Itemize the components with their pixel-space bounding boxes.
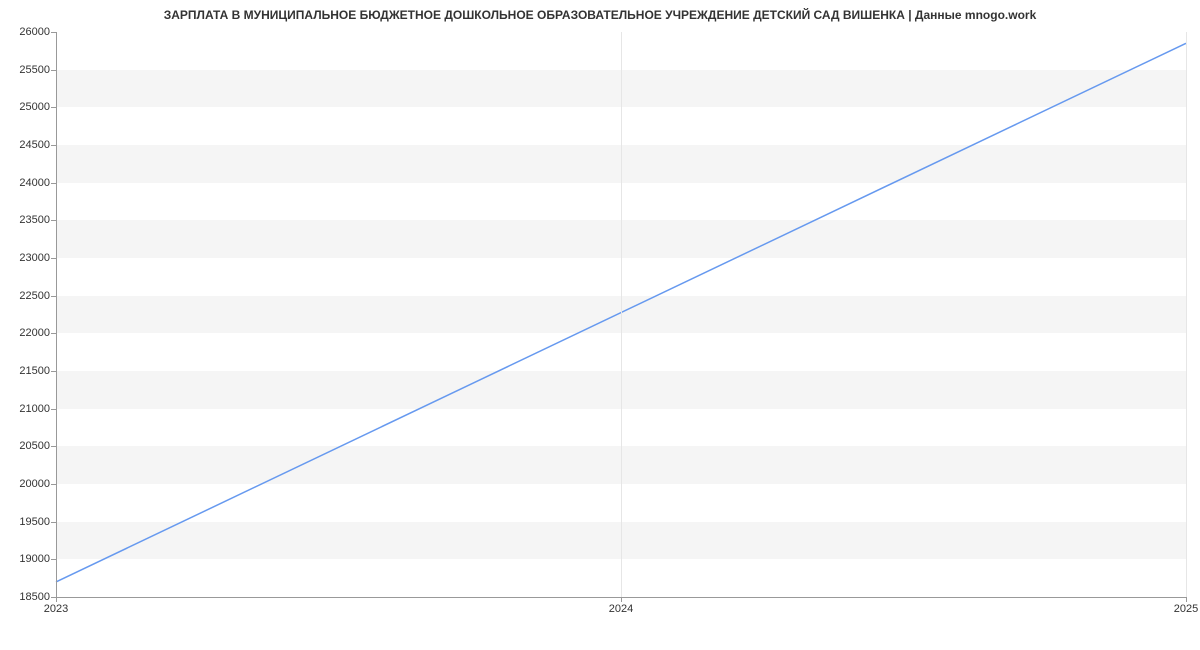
y-tick-label: 19500 [19, 516, 50, 528]
y-tick-label: 23000 [19, 252, 50, 264]
y-tick-label: 24000 [19, 177, 50, 189]
y-tick-label: 23500 [19, 214, 50, 226]
x-tick-label: 2023 [44, 603, 68, 615]
y-tick-label: 21000 [19, 403, 50, 415]
x-tick-label: 2025 [1174, 603, 1198, 615]
y-tick-label: 18500 [19, 591, 50, 603]
x-tick-mark [1186, 597, 1187, 602]
x-tick-label: 2024 [609, 603, 633, 615]
chart-title: ЗАРПЛАТА В МУНИЦИПАЛЬНОЕ БЮДЖЕТНОЕ ДОШКО… [0, 8, 1200, 22]
y-tick-label: 25500 [19, 64, 50, 76]
chart-container: ЗАРПЛАТА В МУНИЦИПАЛЬНОЕ БЮДЖЕТНОЕ ДОШКО… [0, 0, 1200, 650]
y-tick-label: 19000 [19, 553, 50, 565]
x-gridline [621, 32, 622, 597]
y-tick-label: 20000 [19, 478, 50, 490]
y-tick-label: 21500 [19, 365, 50, 377]
y-tick-label: 20500 [19, 440, 50, 452]
x-axis-line [56, 597, 1186, 598]
x-gridline [1186, 32, 1187, 597]
y-tick-label: 24500 [19, 139, 50, 151]
y-tick-label: 22000 [19, 327, 50, 339]
plot-area: 1850019000195002000020500210002150022000… [56, 32, 1186, 597]
y-tick-label: 25000 [19, 101, 50, 113]
y-axis-line [56, 32, 57, 597]
y-tick-label: 26000 [19, 26, 50, 38]
y-tick-label: 22500 [19, 290, 50, 302]
